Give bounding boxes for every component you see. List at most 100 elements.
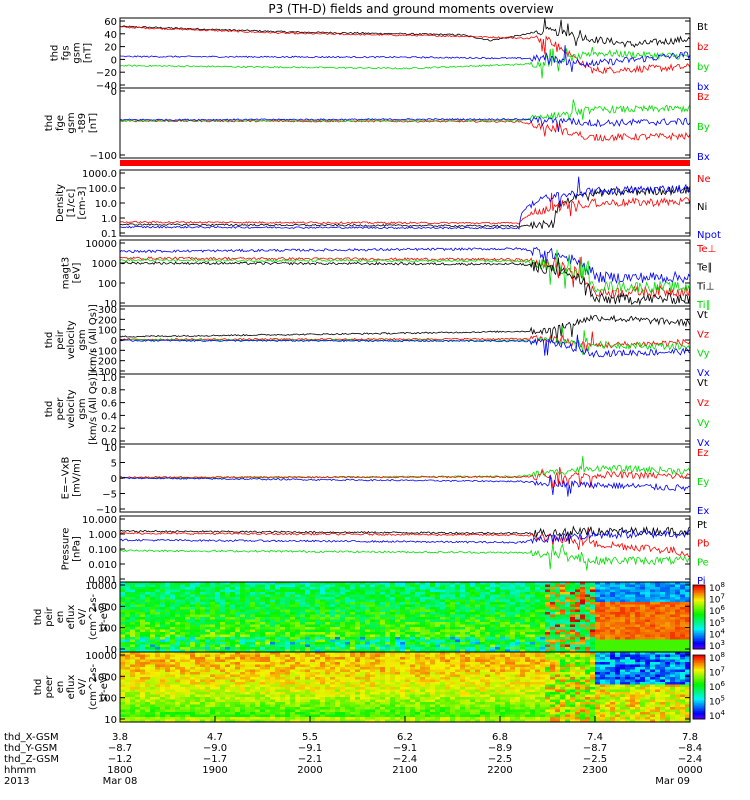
heatmap-cell (170, 672, 176, 676)
colorbar-segment (693, 647, 705, 650)
heatmap-cell (185, 597, 191, 601)
heatmap-cell (320, 614, 326, 618)
heatmap-cell (375, 597, 381, 601)
heatmap-cell (475, 609, 481, 613)
heatmap-cell (355, 719, 361, 723)
heatmap-cell (170, 704, 176, 708)
heatmap-cell (530, 627, 536, 631)
heatmap-cell (325, 674, 331, 678)
heatmap-cell (190, 657, 196, 661)
heatmap-cell (225, 639, 231, 643)
heatmap-cell (190, 607, 196, 611)
heatmap-cell (135, 629, 141, 633)
heatmap-cell (320, 719, 326, 723)
heatmap-cell (680, 644, 686, 648)
heatmap-cell (465, 609, 471, 613)
heatmap-cell (635, 647, 641, 651)
heatmap-cell (205, 674, 211, 678)
heatmap-cell (445, 619, 451, 623)
heatmap-cell (535, 582, 541, 586)
heatmap-cell (345, 622, 351, 626)
heatmap-cell (605, 597, 611, 601)
heatmap-cell (625, 584, 631, 588)
heatmap-cell (230, 654, 236, 658)
heatmap-cell (200, 642, 206, 646)
heatmap-cell (565, 587, 571, 591)
heatmap-cell (290, 657, 296, 661)
heatmap-cell (120, 617, 126, 621)
heatmap-cell (595, 627, 601, 631)
heatmap-cell (255, 639, 261, 643)
heatmap-cell (385, 647, 391, 651)
heatmap-cell (290, 692, 296, 696)
heatmap-cell (130, 704, 136, 708)
heatmap-cell (250, 642, 256, 646)
heatmap-cell (170, 669, 176, 673)
heatmap-cell (625, 602, 631, 606)
heatmap-cell (380, 609, 386, 613)
heatmap-cell (595, 594, 601, 598)
heatmap-cell (260, 647, 266, 651)
heatmap-cell (480, 592, 486, 596)
y-axis-label-line: gsm (66, 112, 77, 133)
heatmap-cell (675, 592, 681, 596)
heatmap-cell (325, 714, 331, 718)
heatmap-cell (330, 594, 336, 598)
heatmap-cell (130, 654, 136, 658)
heatmap-cell (185, 584, 191, 588)
legend-entry: Te∥ (696, 263, 713, 274)
heatmap-cell (565, 594, 571, 598)
heatmap-cell (680, 649, 686, 653)
heatmap-cell (500, 599, 506, 603)
legend-entry: Npot (697, 230, 721, 241)
heatmap-cell (175, 604, 181, 608)
heatmap-cell (415, 609, 421, 613)
heatmap-cell (465, 614, 471, 618)
heatmap-cell (305, 699, 311, 703)
heatmap-cell (450, 592, 456, 596)
heatmap-cell (305, 714, 311, 718)
heatmap-cell (265, 627, 271, 631)
heatmap-cell (600, 609, 606, 613)
heatmap-cell (450, 624, 456, 628)
heatmap-cell (360, 599, 366, 603)
heatmap-cell (230, 704, 236, 708)
heatmap-cell (145, 669, 151, 673)
heatmap-cell (370, 634, 376, 638)
heatmap-cell (530, 612, 536, 616)
heatmap-cell (255, 607, 261, 611)
heatmap-cell (510, 632, 516, 636)
heatmap-cell (685, 624, 691, 628)
heatmap-cell (475, 632, 481, 636)
heatmap-cell (195, 604, 201, 608)
heatmap-cell (135, 699, 141, 703)
heatmap-cell (330, 589, 336, 593)
heatmap-cell (480, 649, 486, 653)
heatmap-cell (295, 669, 301, 673)
heatmap-cell (345, 589, 351, 593)
heatmap-cell (350, 689, 356, 693)
heatmap-cell (490, 627, 496, 631)
heatmap-cell (540, 619, 546, 623)
heatmap-cell (610, 627, 616, 631)
heatmap-cell (210, 667, 216, 671)
heatmap-cell (290, 682, 296, 686)
heatmap-cell (600, 614, 606, 618)
heatmap-cell (330, 647, 336, 651)
heatmap-cell (345, 664, 351, 668)
y-tick-label: 10.0 (95, 199, 117, 210)
heatmap-cell (150, 614, 156, 618)
heatmap-cell (500, 622, 506, 626)
heatmap-cell (255, 584, 261, 588)
heatmap-cell (320, 707, 326, 711)
heatmap-cell (225, 662, 231, 666)
heatmap-cell (460, 644, 466, 648)
heatmap-cell (315, 622, 321, 626)
heatmap-cell (275, 677, 281, 681)
y-tick-label: 5 (111, 459, 117, 470)
heatmap-cell (670, 647, 676, 651)
heatmap-cell (175, 659, 181, 663)
heatmap-cell (530, 624, 536, 628)
heatmap-cell (510, 637, 516, 641)
heatmap-cell (140, 614, 146, 618)
